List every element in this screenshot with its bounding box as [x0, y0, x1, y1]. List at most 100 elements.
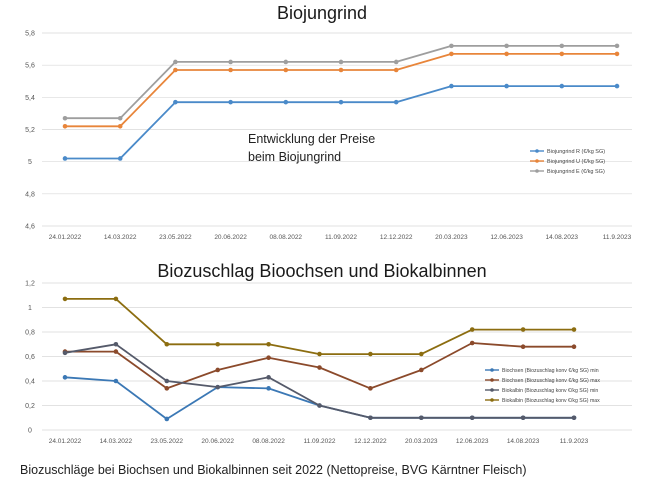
y-tick-label: 1,2 [25, 281, 35, 288]
data-point [62, 115, 68, 121]
x-tick-label: 14.03.2022 [104, 234, 137, 241]
x-tick-label: 12.12.2022 [354, 438, 387, 445]
x-tick-label: 14.03.2022 [100, 438, 133, 445]
data-point [469, 327, 475, 332]
y-tick-label: 5,6 [25, 63, 35, 70]
legend-marker [490, 398, 494, 402]
data-point [62, 296, 68, 302]
data-point [317, 365, 322, 370]
chart-annotation: Entwicklung der Preise [248, 132, 375, 146]
legend-label: Biochsen (Biozuschlag konv €/kg SG) max [502, 378, 600, 384]
data-point [62, 156, 68, 161]
data-point [113, 341, 119, 347]
data-point [228, 59, 233, 65]
data-point [173, 67, 178, 73]
data-point [113, 296, 119, 302]
data-point [469, 340, 475, 346]
data-point [571, 415, 577, 421]
data-point [449, 83, 454, 89]
y-tick-label: 4,8 [25, 191, 35, 198]
data-point [215, 367, 220, 373]
data-point [266, 375, 271, 380]
data-point [504, 43, 509, 49]
y-tick-label: 0,6 [25, 354, 35, 361]
series-line [65, 45, 617, 120]
data-point [614, 83, 620, 89]
data-point [449, 51, 454, 57]
data-point [614, 51, 620, 57]
x-tick-label: 20.06.2022 [214, 234, 247, 241]
data-point [419, 367, 424, 373]
legend-marker [490, 378, 494, 382]
x-tick-label: 20.03.2023 [435, 234, 468, 241]
y-tick-label: 1 [28, 305, 32, 312]
legend-label: Biokalbin (Biozuschlag konv €/kg SG) min [502, 388, 598, 394]
data-point [215, 384, 220, 390]
data-point [520, 327, 526, 332]
data-point [228, 67, 233, 73]
chart-1: Biojungrind 4,6 4,8 5 5,2 5,4 5,6 5,8 24.01.2022… [25, 3, 632, 241]
x-tick-label: 20.03.2023 [405, 438, 438, 445]
x-tick-label: 11.09.2022 [303, 438, 335, 445]
data-point [215, 341, 220, 347]
data-point [504, 83, 509, 89]
data-point [368, 386, 373, 391]
data-point [173, 99, 178, 105]
legend-label: Biojungrind U (€/kg SG) [547, 159, 605, 165]
x-tick-label: 24.01.2022 [49, 438, 82, 445]
x-tick-label: 11.9.2023 [603, 234, 632, 241]
legend-label: Biojungrind E (€/kg SG) [547, 169, 605, 175]
y-tick-label: 5,8 [25, 31, 35, 38]
y-tick-label: 5,4 [25, 95, 35, 102]
data-point [393, 59, 399, 65]
data-point [504, 51, 509, 57]
chart-title: Biojungrind [277, 3, 367, 23]
data-point [113, 349, 119, 354]
data-point [317, 403, 322, 408]
legend-marker [490, 368, 494, 372]
data-point [419, 351, 424, 357]
y-tick-label: 5,2 [25, 127, 35, 134]
data-point [283, 67, 289, 73]
data-point [164, 416, 170, 422]
data-point [117, 156, 123, 161]
x-tick-label: 12.06.2023 [490, 234, 523, 241]
y-tick-label: 4,6 [25, 224, 35, 231]
data-point [266, 341, 271, 347]
legend-label: Biojungrind R (€/kg SG) [547, 149, 605, 155]
legend-marker [535, 169, 539, 173]
x-tick-label: 11.9.2023 [560, 438, 589, 445]
y-tick-label: 0,2 [25, 403, 35, 410]
x-tick-label: 12.12.2022 [380, 234, 413, 241]
data-point [449, 43, 454, 49]
legend-label: Biochsen (Biozuschlag konv €/kg SG) min [502, 368, 599, 374]
data-point [228, 99, 233, 105]
data-point [266, 386, 271, 391]
data-point [117, 115, 123, 121]
data-point [62, 123, 68, 129]
data-point [173, 59, 178, 65]
data-point [266, 355, 271, 361]
data-point [62, 350, 68, 356]
data-point [559, 51, 565, 57]
data-point [283, 59, 289, 65]
data-point [368, 351, 373, 357]
chart-annotation: beim Biojungrind [248, 150, 341, 164]
data-point [571, 344, 577, 350]
x-tick-label: 20.06.2022 [201, 438, 234, 445]
data-point [469, 415, 475, 421]
chart-2: Biozuschlag Bioochsen und Biokalbinnen 0 0… [25, 261, 632, 445]
legend-marker [535, 159, 539, 163]
legend-marker [490, 388, 494, 392]
data-point [62, 375, 68, 380]
data-point [419, 415, 424, 421]
data-point [164, 378, 170, 384]
x-tick-label: 14.08.2023 [546, 234, 579, 241]
data-point [113, 378, 119, 384]
data-point [393, 67, 399, 73]
y-tick-label: 0 [28, 428, 32, 435]
y-tick-label: 5 [28, 159, 32, 166]
data-point [338, 59, 344, 65]
data-point [338, 67, 344, 73]
